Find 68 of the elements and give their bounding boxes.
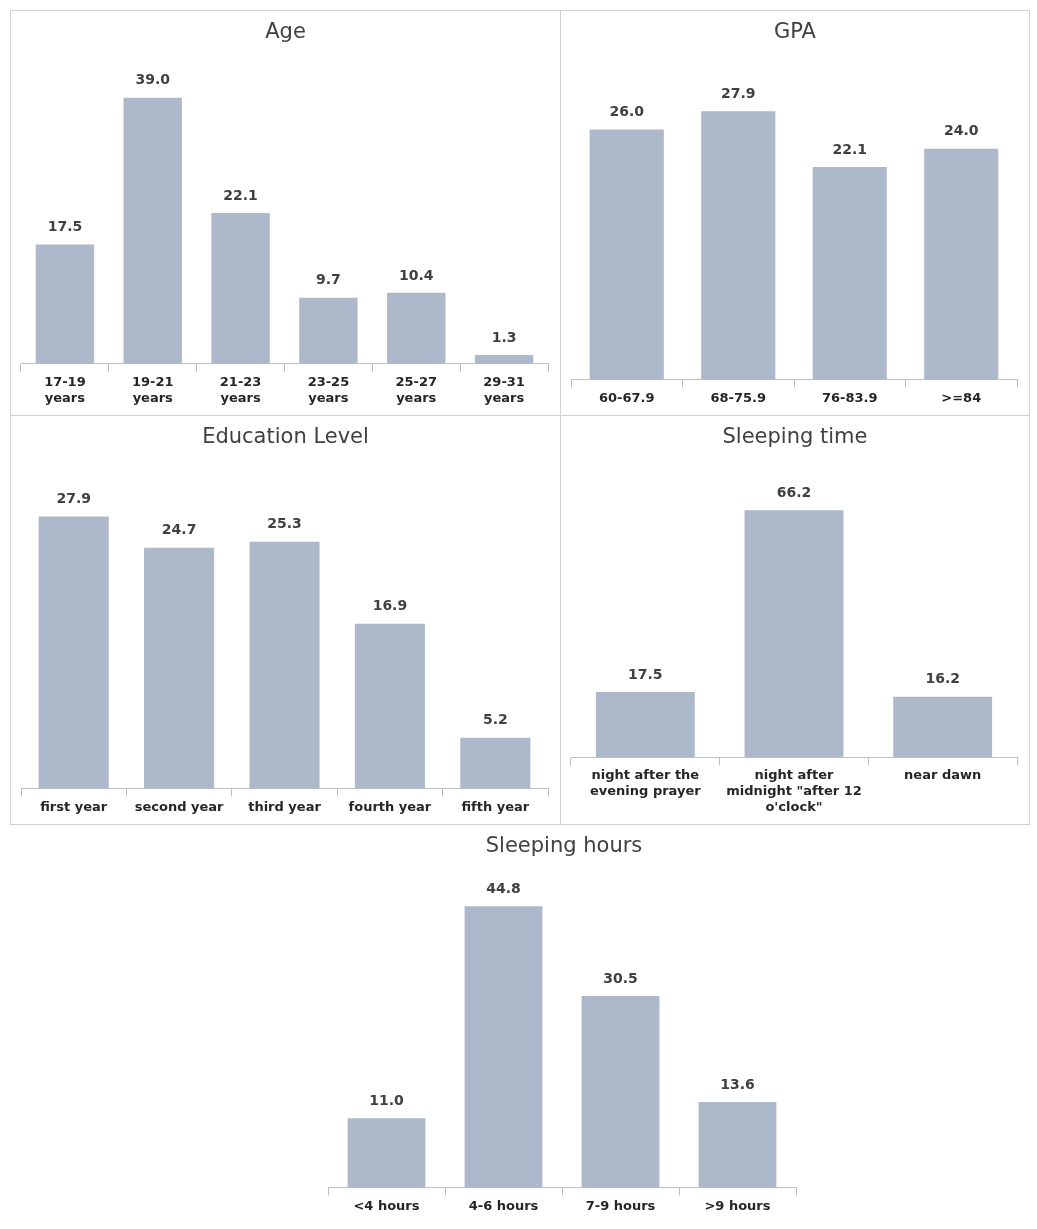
data-label: 26.0	[609, 103, 645, 120]
bar	[474, 354, 534, 364]
bar	[698, 1102, 777, 1188]
x-tick-label: >=84	[941, 389, 982, 405]
data-label: 66.2	[776, 483, 812, 500]
data-label: 16.2	[925, 670, 960, 687]
x-tick-label: 29-31 years	[483, 373, 525, 405]
x-tick-label: third year	[248, 798, 322, 814]
chart-title: Sleeping hours	[484, 833, 644, 857]
data-label: 22.1	[832, 140, 868, 157]
x-tick-label: fifth year	[461, 798, 530, 814]
bar	[347, 1118, 426, 1188]
x-tick-label: fourth year	[348, 798, 432, 814]
data-label: 25.3	[267, 515, 302, 532]
data-label: 1.3	[491, 328, 517, 345]
data-label: 27.9	[720, 84, 756, 101]
bar	[38, 516, 109, 789]
bar	[581, 996, 660, 1188]
data-label: 17.5	[628, 665, 663, 682]
data-label: 24.7	[161, 521, 197, 538]
bar	[354, 623, 425, 789]
x-tick-label: <4 hours	[353, 1197, 420, 1213]
bar	[35, 244, 95, 364]
x-tick-label: night after the evening prayer	[589, 767, 702, 798]
bar	[144, 547, 215, 789]
x-tick-label: night after midnight "after 12 o'clock"	[726, 767, 862, 814]
data-label: 24.0	[943, 122, 979, 139]
data-label: 22.1	[223, 186, 258, 203]
data-label: 39.0	[135, 71, 171, 88]
x-tick-label: 19-21 years	[131, 373, 174, 405]
chart-title: Sleeping time	[721, 424, 869, 448]
x-tick-label: second year	[134, 798, 225, 814]
bar	[211, 213, 270, 364]
bar	[464, 906, 543, 1188]
x-tick-label: 60-67.9	[598, 389, 655, 405]
chart-title: Education Level	[201, 424, 370, 448]
data-label: 13.6	[720, 1075, 755, 1092]
bar	[387, 292, 446, 364]
bar	[460, 737, 531, 789]
bar	[123, 97, 182, 364]
chart-title: GPA	[773, 19, 817, 43]
data-label: 30.5	[603, 969, 638, 986]
bar	[299, 297, 358, 364]
x-tick-label: 17-19 years	[44, 373, 86, 405]
x-tick-label: 23-25 years	[307, 373, 350, 405]
x-tick-label: >9 hours	[704, 1197, 771, 1213]
data-label: 9.7	[316, 271, 341, 288]
data-label: 44.8	[486, 879, 521, 896]
chart-title: Age	[264, 19, 307, 43]
data-label: 16.9	[372, 597, 408, 614]
data-label: 5.2	[482, 711, 508, 728]
data-label: 11.0	[369, 1092, 405, 1109]
x-tick-label: 4-6 hours	[468, 1197, 539, 1213]
x-tick-label: first year	[40, 798, 108, 814]
bar	[924, 148, 999, 380]
data-label: 27.9	[56, 490, 91, 507]
x-tick-label: 68-75.9	[710, 389, 767, 405]
x-tick-label: 76-83.9	[821, 389, 878, 405]
x-tick-label: near dawn	[904, 767, 982, 783]
bar	[589, 129, 664, 380]
x-tick-label: 21-23 years	[219, 373, 262, 405]
data-label: 17.5	[47, 218, 83, 235]
data-label: 10.4	[398, 266, 434, 283]
bar	[249, 541, 320, 789]
x-tick-label: 25-27 years	[395, 373, 438, 405]
bar	[701, 111, 776, 380]
bar	[812, 166, 887, 380]
x-tick-label: 7-9 hours	[585, 1197, 656, 1213]
